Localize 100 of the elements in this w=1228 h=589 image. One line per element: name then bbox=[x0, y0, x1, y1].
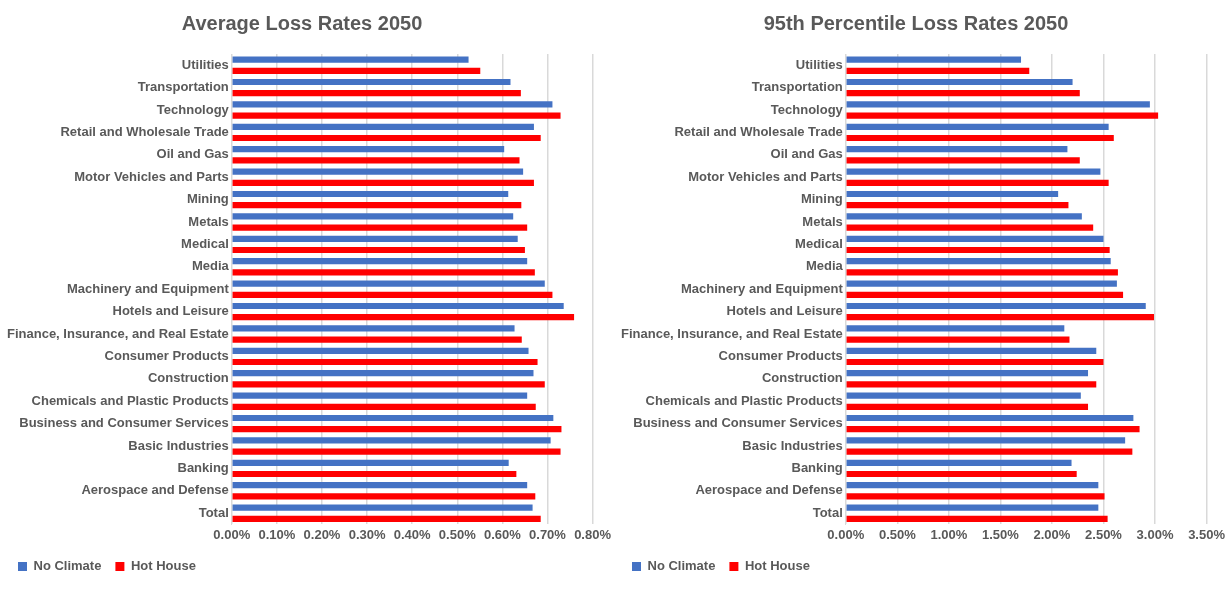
y-tick-label: Chemicals and Plastic Products bbox=[645, 392, 843, 408]
y-tick-label: Retail and Wholesale Trade bbox=[60, 123, 229, 139]
bar bbox=[846, 246, 1110, 254]
y-tick-label: Total bbox=[812, 504, 843, 520]
y-tick-label: Mining bbox=[186, 191, 229, 207]
y-tick-label: Medical bbox=[181, 235, 229, 251]
bar bbox=[232, 314, 575, 321]
y-tick-label: Transportation bbox=[751, 79, 843, 95]
bar bbox=[232, 78, 511, 86]
x-tick-label: 2.50% bbox=[1085, 526, 1123, 542]
bar bbox=[232, 190, 509, 198]
bar bbox=[846, 414, 1134, 422]
bar bbox=[846, 504, 1099, 511]
bar bbox=[232, 381, 545, 388]
y-tick-label: Hotels and Leisure bbox=[726, 303, 843, 319]
bar bbox=[232, 134, 541, 142]
bar bbox=[232, 90, 521, 97]
legend-label: Hot House bbox=[744, 558, 810, 574]
bar bbox=[232, 302, 564, 310]
x-tick-label: 0.20% bbox=[303, 526, 341, 542]
y-tick-label: Banking bbox=[177, 459, 229, 475]
legend-label: Hot House bbox=[130, 558, 196, 574]
x-tick-label: 0.00% bbox=[827, 526, 865, 542]
bar bbox=[232, 246, 525, 254]
y-tick-label: Media bbox=[805, 258, 844, 274]
bar bbox=[232, 482, 528, 489]
bar bbox=[232, 213, 514, 220]
y-tick-label: Chemicals and Plastic Products bbox=[31, 392, 229, 408]
bar bbox=[846, 314, 1154, 321]
bar bbox=[232, 157, 520, 164]
y-tick-label: Basic Industries bbox=[742, 437, 843, 453]
bar bbox=[846, 437, 1126, 444]
y-tick-label: Transportation bbox=[137, 79, 229, 95]
bar bbox=[232, 426, 562, 433]
bar bbox=[846, 370, 1089, 377]
bar bbox=[232, 269, 535, 276]
bar bbox=[232, 202, 522, 209]
bar bbox=[846, 302, 1146, 310]
bar bbox=[232, 370, 534, 377]
bar bbox=[846, 470, 1077, 478]
y-tick-label: Technology bbox=[156, 101, 230, 117]
y-tick-label: Oil and Gas bbox=[156, 146, 229, 162]
bar bbox=[846, 146, 1068, 153]
y-tick-label: Consumer Products bbox=[104, 347, 229, 363]
bar bbox=[232, 437, 551, 444]
bar bbox=[846, 112, 1159, 119]
bar bbox=[846, 123, 1109, 130]
bar bbox=[846, 325, 1065, 332]
y-tick-label: Consumer Products bbox=[718, 347, 843, 363]
bar bbox=[232, 493, 536, 500]
bar bbox=[846, 90, 1080, 97]
x-tick-label: 0.80% bbox=[574, 526, 612, 542]
y-tick-label: Basic Industries bbox=[128, 437, 229, 453]
bar bbox=[232, 235, 518, 242]
y-tick-label: Media bbox=[191, 258, 230, 274]
bar bbox=[232, 112, 561, 119]
x-tick-label: 0.50% bbox=[878, 526, 917, 542]
y-tick-label: Construction bbox=[761, 370, 843, 386]
bar bbox=[232, 336, 522, 343]
y-tick-label: Machinery and Equipment bbox=[66, 280, 230, 296]
y-tick-label: Aerospace and Defense bbox=[695, 482, 843, 498]
y-tick-label: Construction bbox=[147, 370, 229, 386]
y-tick-label: Medical bbox=[795, 235, 843, 251]
y-tick-label: Motor Vehicles and Parts bbox=[688, 168, 843, 184]
x-tick-label: 1.00% bbox=[930, 526, 968, 542]
bar bbox=[846, 190, 1059, 198]
x-tick-label: 0.10% bbox=[258, 526, 296, 542]
bar bbox=[232, 325, 515, 332]
bar bbox=[846, 426, 1140, 433]
y-tick-label: Banking bbox=[791, 459, 843, 475]
x-tick-label: 2.00% bbox=[1033, 526, 1071, 542]
chart-title: Average Loss Rates 2050 bbox=[181, 11, 423, 34]
x-tick-label: 0.50% bbox=[438, 526, 477, 542]
bar bbox=[846, 381, 1097, 388]
bar bbox=[846, 179, 1109, 186]
y-tick-label: Metals bbox=[802, 213, 843, 229]
x-tick-label: 0.70% bbox=[529, 526, 567, 542]
y-tick-label: Technology bbox=[770, 101, 844, 117]
bar bbox=[846, 134, 1114, 142]
y-tick-label: Total bbox=[198, 504, 229, 520]
bar bbox=[846, 157, 1080, 164]
y-tick-label: Business and Consumer Services bbox=[19, 415, 229, 431]
x-tick-label: 3.00% bbox=[1136, 526, 1174, 542]
bar bbox=[846, 67, 1030, 74]
y-tick-label: Business and Consumer Services bbox=[633, 415, 843, 431]
bar bbox=[232, 515, 541, 522]
bar bbox=[846, 56, 1022, 63]
bar bbox=[846, 482, 1099, 489]
x-tick-label: 0.60% bbox=[483, 526, 522, 542]
bar bbox=[232, 347, 529, 354]
bar bbox=[846, 291, 1124, 298]
bar bbox=[846, 392, 1081, 399]
bar bbox=[232, 56, 469, 63]
bar bbox=[846, 280, 1117, 287]
y-tick-label: Motor Vehicles and Parts bbox=[74, 168, 229, 184]
x-tick-label: 0.30% bbox=[348, 526, 386, 542]
x-tick-label: 0.40% bbox=[393, 526, 432, 542]
bar bbox=[232, 146, 505, 153]
y-tick-label: Metals bbox=[188, 213, 229, 229]
y-tick-label: Machinery and Equipment bbox=[680, 280, 844, 296]
